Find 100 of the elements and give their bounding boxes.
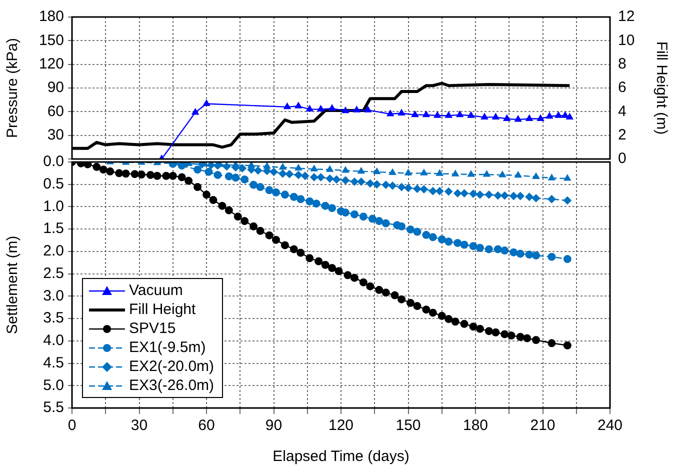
point: [454, 238, 462, 247]
point: [372, 180, 381, 188]
point: [498, 170, 506, 178]
point: [428, 187, 437, 196]
point: [375, 217, 384, 226]
point: [358, 167, 365, 174]
point: [525, 250, 534, 259]
point: [456, 110, 464, 118]
point: [294, 102, 302, 108]
point: [467, 112, 475, 118]
point: [232, 174, 240, 182]
point: [480, 113, 488, 120]
point: [382, 219, 390, 228]
point: [382, 180, 390, 189]
point: [564, 174, 571, 181]
point: [436, 170, 444, 176]
point: [548, 174, 556, 180]
point: [503, 114, 510, 122]
point: [494, 245, 502, 254]
point: [350, 210, 358, 218]
x-tick-label: 150: [396, 417, 421, 434]
point: [510, 248, 518, 256]
point: [202, 100, 210, 106]
y-tick-label: 5.0: [43, 376, 64, 394]
point: [516, 192, 524, 200]
point: [272, 188, 280, 196]
point: [357, 178, 366, 186]
point: [368, 214, 376, 223]
point: [296, 195, 305, 204]
point: [476, 190, 484, 199]
point: [454, 189, 462, 198]
point: [566, 113, 574, 120]
point: [178, 162, 186, 170]
point: [301, 172, 310, 180]
point: [332, 175, 341, 184]
point: [279, 163, 286, 170]
point: [222, 162, 231, 170]
point: [444, 188, 453, 196]
point: [328, 104, 336, 111]
point: [460, 240, 468, 249]
point: [204, 168, 213, 176]
point: [342, 166, 350, 173]
point: [342, 106, 350, 114]
y2-tick-label: 6: [618, 79, 626, 96]
point: [306, 105, 314, 112]
legend-label: SPV15: [129, 319, 176, 338]
point: [353, 106, 360, 112]
point: [359, 212, 368, 221]
y-tick-label: 3.5: [43, 310, 64, 327]
y-tick-label: 90: [47, 79, 64, 96]
point: [428, 233, 437, 242]
point: [398, 183, 406, 192]
y-tick-label: 1.5: [43, 220, 64, 238]
y-tick-label: 0.0: [43, 153, 64, 170]
point: [398, 109, 406, 116]
point: [548, 195, 556, 204]
y-axis-title: Settlement (m): [4, 236, 22, 334]
point: [422, 110, 430, 118]
x-tick-label: 0: [68, 417, 76, 434]
point: [256, 183, 264, 192]
point: [265, 186, 274, 194]
point: [404, 169, 412, 176]
point: [312, 200, 320, 208]
point: [514, 116, 522, 122]
y-tick-label: 180: [38, 8, 64, 26]
y2-tick-label: 8: [618, 55, 626, 72]
point: [510, 192, 518, 200]
point: [386, 110, 394, 116]
point: [526, 114, 533, 122]
point: [341, 208, 350, 217]
point: [484, 245, 493, 254]
legend-label: Fill Height: [129, 300, 196, 319]
point: [413, 184, 422, 193]
y2-tick-label: 12: [618, 8, 635, 26]
y-tick-label: 5.5: [43, 399, 64, 416]
x-tick-label: 60: [198, 417, 215, 434]
point: [270, 168, 278, 176]
point: [388, 182, 397, 190]
point: [563, 255, 572, 264]
point: [411, 110, 419, 118]
x-tick-label: 120: [328, 417, 354, 434]
point: [532, 172, 540, 180]
point: [373, 168, 380, 174]
point: [364, 106, 372, 112]
point: [366, 179, 374, 188]
point: [306, 197, 314, 206]
y-tick-label: 3.0: [43, 287, 64, 304]
point: [285, 170, 294, 178]
point: [240, 175, 249, 184]
point: [284, 102, 291, 110]
point: [238, 164, 246, 172]
y-tick-label: 60: [47, 102, 64, 120]
y2-tick-label: 2: [618, 126, 626, 144]
point: [469, 190, 478, 198]
point: [224, 172, 233, 180]
point: [469, 242, 478, 250]
point: [404, 184, 412, 192]
point: [422, 230, 430, 239]
point: [460, 189, 468, 198]
point: [328, 204, 336, 212]
